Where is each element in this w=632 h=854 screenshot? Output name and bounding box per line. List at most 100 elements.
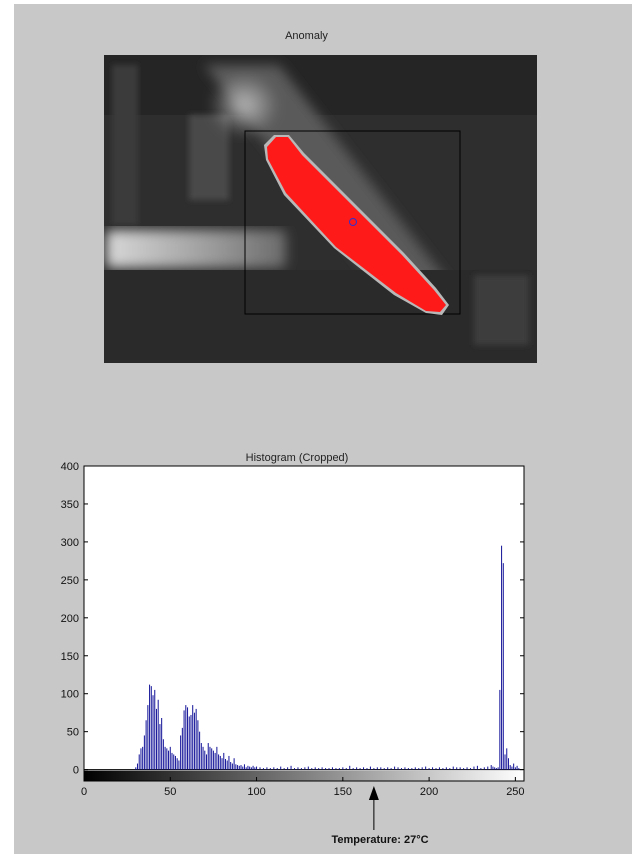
histogram-bar <box>290 765 292 770</box>
y-tick-label: 250 <box>61 575 79 587</box>
histogram-bar <box>307 766 309 770</box>
y-tick-label: 200 <box>61 613 79 625</box>
histogram-bar <box>273 767 275 770</box>
histogram-bar <box>237 765 239 770</box>
histogram-bar <box>335 768 337 770</box>
bright-bench <box>106 230 286 268</box>
histogram-bar <box>404 767 406 770</box>
histogram-bar <box>352 768 354 770</box>
histogram-bar <box>318 768 320 770</box>
histogram-bar <box>256 766 258 770</box>
histogram-bar <box>252 765 254 770</box>
x-tick-label: 200 <box>420 786 438 798</box>
histogram-bar <box>300 768 302 770</box>
histogram-bar <box>161 718 163 770</box>
histogram-bar <box>221 758 223 770</box>
histogram-bar <box>142 746 144 770</box>
histogram-bar <box>216 746 218 770</box>
histogram-bar <box>276 768 278 770</box>
histogram-bar <box>178 760 180 770</box>
histogram-bar <box>238 765 240 770</box>
histogram-bar <box>154 689 156 770</box>
histogram-bar <box>473 766 475 770</box>
histogram-bar <box>157 699 159 770</box>
histogram-bar <box>490 765 492 770</box>
histogram-bar <box>176 758 178 770</box>
histogram-bar <box>162 739 164 770</box>
histogram-bar <box>356 767 358 770</box>
histogram-bar <box>228 755 230 770</box>
x-tick-label: 0 <box>81 786 87 798</box>
histogram-bar <box>428 768 430 770</box>
colorbar <box>84 770 524 781</box>
histogram-bar <box>497 767 499 770</box>
histogram-bar <box>492 766 494 770</box>
histogram-bar <box>242 766 244 770</box>
temperature-annotation-label: Temperature: 27°C <box>331 834 429 846</box>
histogram-bar <box>183 710 185 770</box>
histogram-bar <box>502 563 504 770</box>
histogram-bar <box>250 767 252 770</box>
histogram-bar <box>442 768 444 770</box>
temperature-arrow-head <box>368 786 379 800</box>
hot-glow <box>209 73 279 137</box>
histogram-bar <box>143 735 145 770</box>
histogram-bar <box>245 767 247 770</box>
histogram-bar <box>366 768 368 770</box>
histogram-bar <box>171 752 173 770</box>
histogram-bar <box>231 763 233 770</box>
histogram-bar <box>435 768 437 770</box>
histogram-bar <box>511 766 513 770</box>
histogram-bar <box>345 768 347 770</box>
histogram-bar <box>425 766 427 770</box>
histogram-bar <box>199 731 201 770</box>
histogram-bar <box>314 767 316 770</box>
histogram-bar <box>376 767 378 770</box>
histogram-bar <box>211 748 213 770</box>
histogram-bar <box>331 767 333 770</box>
histogram-bar <box>269 768 271 770</box>
histogram-bar <box>494 767 496 770</box>
histogram-bar <box>159 724 161 770</box>
anomaly-region <box>267 137 446 312</box>
histogram-bar <box>456 767 458 770</box>
y-tick-label: 300 <box>61 537 79 549</box>
histogram-bar <box>418 768 420 770</box>
histogram-bar <box>135 767 137 770</box>
histogram-bar <box>190 714 192 770</box>
histogram-bar <box>209 746 211 770</box>
histogram-bar <box>359 768 361 770</box>
histogram-bar <box>243 764 245 770</box>
histogram-bar <box>259 767 261 770</box>
histogram-bar <box>397 767 399 770</box>
histogram-bar <box>180 735 182 770</box>
y-tick-label: 400 <box>61 461 79 473</box>
histogram-bar <box>254 767 256 770</box>
plot-area <box>84 466 524 781</box>
histogram-bar <box>380 767 382 770</box>
histogram-bar <box>223 752 225 770</box>
histogram-bar <box>205 754 208 770</box>
left-pillar <box>112 65 138 225</box>
histogram-bar <box>421 767 423 770</box>
histogram-bar <box>166 748 168 770</box>
histogram-bar <box>224 758 227 770</box>
histogram-bar <box>449 768 451 770</box>
histogram-bar <box>174 755 176 770</box>
histogram-bar <box>233 758 235 770</box>
histogram-bar <box>293 768 296 770</box>
histogram-bar <box>212 750 214 770</box>
histogram-bar <box>373 768 375 770</box>
histogram-bar <box>297 767 299 770</box>
x-tick-label: 250 <box>506 786 524 798</box>
histogram-bar <box>518 768 520 770</box>
floor-band <box>104 270 537 363</box>
histogram-bar <box>140 748 142 770</box>
histogram-bar <box>514 767 516 770</box>
histogram-title: Histogram (Cropped) <box>245 452 349 464</box>
histogram-bar <box>463 768 465 770</box>
histogram-bar <box>164 746 166 770</box>
histogram-bar <box>136 763 139 770</box>
histogram-bar <box>432 767 434 770</box>
x-tick-label: 150 <box>334 786 352 798</box>
